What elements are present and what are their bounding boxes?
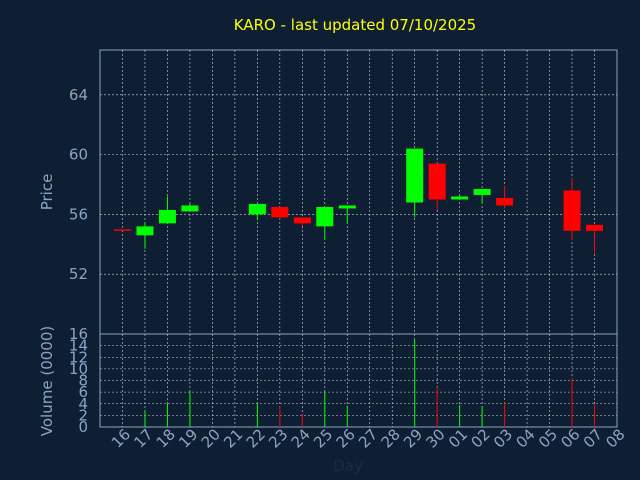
price-axis-title: Price	[38, 174, 56, 211]
candle-body	[451, 196, 469, 200]
candle-body	[473, 189, 491, 195]
candle	[496, 186, 514, 209]
candle	[181, 203, 199, 212]
volume-tick-label: 8	[78, 372, 88, 390]
volume-tick-label: 16	[69, 325, 88, 343]
candle-body	[406, 148, 424, 203]
candle	[586, 224, 604, 254]
candle-body	[428, 163, 446, 200]
candle	[136, 221, 154, 249]
x-tick-label: 08	[602, 425, 628, 451]
volume-tick-label: 14	[69, 337, 88, 355]
candle-body	[271, 206, 289, 218]
candle	[293, 217, 311, 227]
x-axis-title: Day	[333, 457, 363, 475]
price-plot-area	[99, 49, 618, 335]
x-tick-labels: 1617181920212223242526272829300102030405…	[108, 425, 629, 451]
candle-body	[316, 206, 334, 227]
candles	[113, 148, 604, 254]
candle	[316, 206, 334, 240]
candle	[406, 148, 424, 218]
volume-tick-label: 10	[69, 360, 88, 378]
candle-body	[563, 190, 581, 231]
candle-body	[158, 209, 176, 224]
candle	[158, 196, 176, 224]
candle-body	[113, 229, 131, 231]
candle	[113, 229, 131, 231]
price-y-ticks: 52 56 60 64	[69, 86, 88, 283]
volume-tick-label: 6	[78, 383, 88, 401]
candle-body	[248, 203, 266, 215]
volume-tick-label: 4	[78, 395, 88, 413]
price-tick-label: 64	[69, 86, 88, 104]
candle	[563, 178, 581, 240]
volume-bars	[144, 339, 596, 427]
candle-body	[586, 224, 604, 231]
candle	[428, 163, 446, 210]
candle-body	[181, 205, 199, 212]
volume-tick-label: 12	[69, 348, 88, 366]
candle	[473, 189, 491, 203]
price-tick-label: 56	[69, 205, 88, 223]
volume-axis-title: Volume (0000)	[38, 326, 56, 436]
price-tick-label: 60	[69, 146, 88, 164]
price-tick-label: 52	[69, 265, 88, 283]
candle	[451, 194, 469, 200]
candle	[338, 205, 356, 224]
candle	[271, 206, 289, 219]
candle-body	[338, 205, 356, 209]
chart-title: KARO - last updated 07/10/2025	[234, 16, 476, 34]
candle-body	[136, 226, 154, 236]
volume-tick-label: 0	[78, 418, 88, 436]
candle	[248, 203, 266, 221]
volume-tick-label: 2	[78, 406, 88, 424]
candle-body	[496, 197, 514, 206]
candle-body	[293, 217, 311, 224]
